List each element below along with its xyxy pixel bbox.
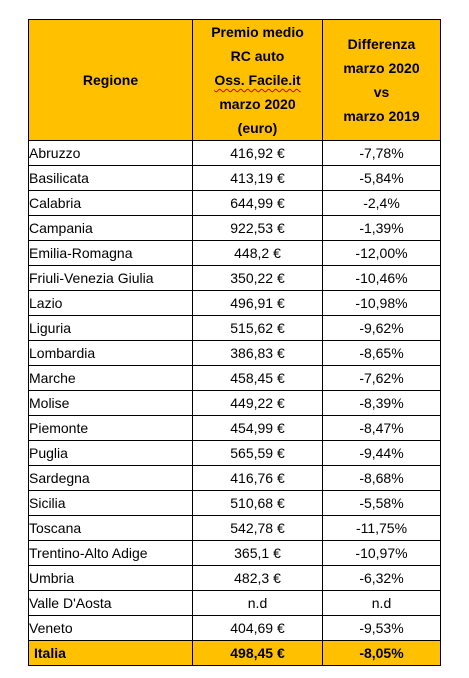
premium-cell: 448,2 € xyxy=(192,240,323,266)
table-row: Basilicata 413,19 € -5,84% xyxy=(28,165,441,191)
region-cell: Basilicata xyxy=(28,165,193,191)
header-row: Regione Premio medio RC auto Oss. Facile… xyxy=(28,19,441,141)
header-premium: Premio medio RC auto Oss. Facile.it marz… xyxy=(192,19,323,141)
region-cell: Abruzzo xyxy=(28,140,193,166)
table-row: Calabria 644,99 € -2,4% xyxy=(28,190,441,216)
diff-cell: -10,97% xyxy=(322,540,441,566)
header-premium-line: Oss. Facile.it xyxy=(214,72,301,88)
premium-cell: 454,99 € xyxy=(192,415,323,441)
diff-cell: -10,98% xyxy=(322,290,441,316)
region-cell: Lazio xyxy=(28,290,193,316)
diff-cell: -9,53% xyxy=(322,615,441,641)
table-row: Emilia-Romagna 448,2 € -12,00% xyxy=(28,240,441,266)
table-row: Trentino-Alto Adige 365,1 € -10,97% xyxy=(28,540,441,566)
region-cell: Campania xyxy=(28,215,193,241)
premium-cell: 510,68 € xyxy=(192,490,323,516)
header-diff: Differenza marzo 2020 vs marzo 2019 xyxy=(322,19,441,141)
table-row: Puglia 565,59 € -9,44% xyxy=(28,440,441,466)
header-premium-line: RC auto xyxy=(230,48,285,64)
region-cell: Sardegna xyxy=(28,465,193,491)
table-row: Campania 922,53 € -1,39% xyxy=(28,215,441,241)
diff-cell: n.d xyxy=(322,590,441,616)
region-cell: Toscana xyxy=(28,515,193,541)
table-row: Sicilia 510,68 € -5,58% xyxy=(28,490,441,516)
region-cell: Sicilia xyxy=(28,490,193,516)
table-row: Veneto 404,69 € -9,53% xyxy=(28,615,441,641)
diff-cell: -8,68% xyxy=(322,465,441,491)
premium-cell: 416,76 € xyxy=(192,465,323,491)
premium-table: Regione Premio medio RC auto Oss. Facile… xyxy=(28,19,441,666)
premium-cell: 482,3 € xyxy=(192,565,323,591)
diff-cell: -5,84% xyxy=(322,165,441,191)
total-diff-cell: -8,05% xyxy=(322,640,441,666)
premium-cell: 542,78 € xyxy=(192,515,323,541)
premium-cell: 458,45 € xyxy=(192,365,323,391)
diff-cell: -9,62% xyxy=(322,315,441,341)
region-cell: Friuli-Venezia Giulia xyxy=(28,265,193,291)
header-diff-line: marzo 2020 xyxy=(343,60,420,76)
premium-cell: 515,62 € xyxy=(192,315,323,341)
diff-cell: -9,44% xyxy=(322,440,441,466)
total-row: Italia 498,45 € -8,05% xyxy=(28,640,441,666)
region-cell: Puglia xyxy=(28,440,193,466)
table-row: Molise 449,22 € -8,39% xyxy=(28,390,441,416)
premium-cell: 416,92 € xyxy=(192,140,323,166)
diff-cell: -7,78% xyxy=(322,140,441,166)
header-premium-line: (euro) xyxy=(237,120,278,136)
table-row: Toscana 542,78 € -11,75% xyxy=(28,515,441,541)
diff-cell: -8,39% xyxy=(322,390,441,416)
region-cell: Liguria xyxy=(28,315,193,341)
premium-cell: 496,91 € xyxy=(192,290,323,316)
table-row: Abruzzo 416,92 € -7,78% xyxy=(28,140,441,166)
premium-cell: 449,22 € xyxy=(192,390,323,416)
total-region-cell: Italia xyxy=(28,640,193,666)
diff-cell: -11,75% xyxy=(322,515,441,541)
region-cell: Marche xyxy=(28,365,193,391)
region-cell: Trentino-Alto Adige xyxy=(28,540,193,566)
header-premium-line: marzo 2020 xyxy=(219,96,296,112)
table-row: Umbria 482,3 € -6,32% xyxy=(28,565,441,591)
diff-cell: -1,39% xyxy=(322,215,441,241)
premium-cell: 404,69 € xyxy=(192,615,323,641)
table-row: Lombardia 386,83 € -8,65% xyxy=(28,340,441,366)
total-premium-cell: 498,45 € xyxy=(192,640,323,666)
table-body: Abruzzo 416,92 € -7,78% Basilicata 413,19 € -… xyxy=(28,140,441,666)
region-cell: Valle D'Aosta xyxy=(28,590,193,616)
premium-cell: 413,19 € xyxy=(192,165,323,191)
region-cell: Piemonte xyxy=(28,415,193,441)
region-cell: Veneto xyxy=(28,615,193,641)
premium-cell: 565,59 € xyxy=(192,440,323,466)
table-row: Friuli-Venezia Giulia 350,22 € -10,46% xyxy=(28,265,441,291)
table-row: Marche 458,45 € -7,62% xyxy=(28,365,441,391)
region-cell: Emilia-Romagna xyxy=(28,240,193,266)
table-row: Valle D'Aosta n.d n.d xyxy=(28,590,441,616)
header-premium-line: Premio medio xyxy=(211,24,304,40)
header-diff-line: Differenza xyxy=(347,36,416,52)
region-cell: Lombardia xyxy=(28,340,193,366)
premium-cell: 350,22 € xyxy=(192,265,323,291)
diff-cell: -7,62% xyxy=(322,365,441,391)
diff-cell: -6,32% xyxy=(322,565,441,591)
diff-cell: -8,65% xyxy=(322,340,441,366)
header-diff-line: marzo 2019 xyxy=(343,108,420,124)
diff-cell: -10,46% xyxy=(322,265,441,291)
diff-cell: -8,47% xyxy=(322,415,441,441)
premium-cell: 386,83 € xyxy=(192,340,323,366)
table-row: Sardegna 416,76 € -8,68% xyxy=(28,465,441,491)
header-region: Regione xyxy=(28,19,193,141)
diff-cell: -12,00% xyxy=(322,240,441,266)
region-cell: Calabria xyxy=(28,190,193,216)
table-row: Piemonte 454,99 € -8,47% xyxy=(28,415,441,441)
region-cell: Molise xyxy=(28,390,193,416)
diff-cell: -5,58% xyxy=(322,490,441,516)
diff-cell: -2,4% xyxy=(322,190,441,216)
premium-cell: n.d xyxy=(192,590,323,616)
premium-cell: 365,1 € xyxy=(192,540,323,566)
premium-cell: 644,99 € xyxy=(192,190,323,216)
premium-cell: 922,53 € xyxy=(192,215,323,241)
region-cell: Umbria xyxy=(28,565,193,591)
table-row: Liguria 515,62 € -9,62% xyxy=(28,315,441,341)
header-diff-line: vs xyxy=(373,84,390,100)
table-row: Lazio 496,91 € -10,98% xyxy=(28,290,441,316)
